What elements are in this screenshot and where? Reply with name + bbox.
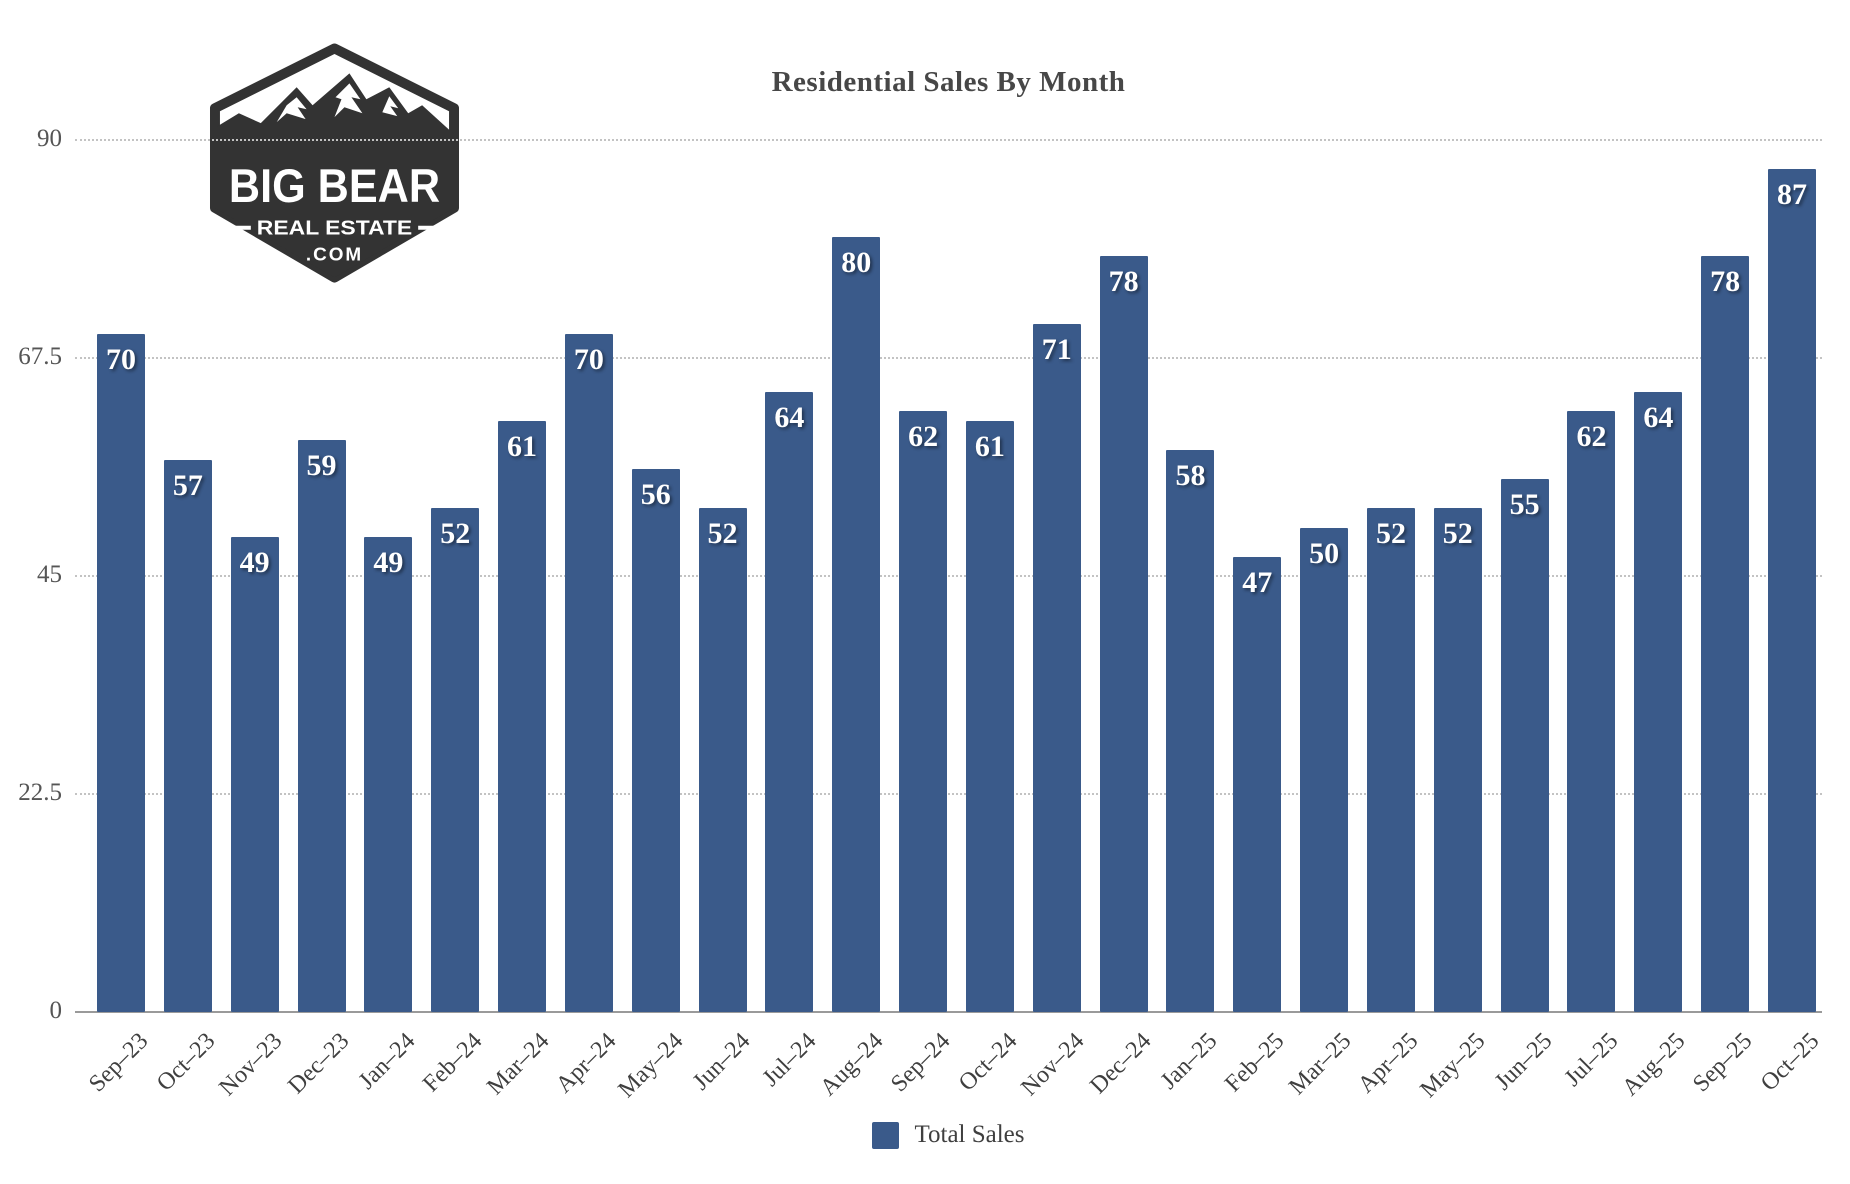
bar-value-label: 59 [306, 449, 337, 483]
bar: 80 [832, 236, 881, 1012]
gridline [75, 357, 1822, 359]
bar-value-label: 49 [239, 546, 270, 580]
bar: 50 [1300, 527, 1349, 1012]
bar: 52 [1366, 508, 1415, 1012]
bar-value-label: 64 [1643, 400, 1674, 434]
bar: 52 [698, 508, 747, 1012]
logo-subtitle: REAL ESTATE [257, 218, 412, 240]
bar: 56 [631, 469, 680, 1012]
bar-value-label: 50 [1309, 536, 1340, 570]
bar: 64 [765, 391, 814, 1012]
bar: 64 [1634, 391, 1683, 1012]
bar: 57 [163, 459, 212, 1012]
bar-value-label: 70 [106, 342, 136, 376]
bar-value-label: 55 [1509, 488, 1540, 522]
logo-domain: .COM [306, 245, 363, 266]
y-tick-label: 67.5 [18, 343, 62, 370]
bar-value-label: 56 [640, 478, 671, 512]
bar: 55 [1500, 479, 1549, 1012]
bar: 49 [364, 537, 413, 1012]
big-bear-real-estate-logo: BIG BEAR REAL ESTATE .COM [209, 43, 460, 283]
legend-swatch [872, 1121, 900, 1149]
y-tick-label: 90 [37, 125, 62, 152]
gridline [75, 575, 1822, 577]
bar: 62 [1567, 411, 1616, 1012]
bar-value-label: 58 [1175, 459, 1206, 493]
y-tick-label: 0 [49, 997, 63, 1024]
bar: 52 [1433, 508, 1482, 1012]
bar-value-label: 49 [373, 546, 404, 580]
mountain-icon [214, 73, 455, 278]
gridline [75, 793, 1822, 795]
bar-value-label: 64 [774, 400, 805, 434]
bar-value-label: 52 [1375, 517, 1406, 551]
bar: 78 [1701, 256, 1750, 1012]
x-axis-line [75, 1011, 1822, 1013]
bar-value-label: 61 [507, 429, 538, 463]
legend: Total Sales [75, 1118, 1822, 1152]
bar-value-label: 78 [1108, 265, 1139, 299]
bar-value-label: 52 [440, 517, 471, 551]
y-tick-label: 22.5 [18, 779, 62, 806]
bar: 47 [1233, 556, 1282, 1012]
logo-title: BIG BEAR [229, 160, 440, 212]
bar: 61 [965, 420, 1014, 1012]
bar-value-label: 52 [1442, 517, 1473, 551]
bar: 62 [899, 411, 948, 1012]
bar-value-label: 80 [841, 245, 872, 279]
bar-value-label: 70 [573, 342, 604, 376]
bar-value-label: 62 [1576, 420, 1607, 454]
bar: 61 [498, 420, 547, 1012]
bar: 49 [230, 537, 279, 1012]
bar: 70 [97, 333, 145, 1012]
bar: 52 [431, 508, 480, 1012]
gridline [75, 139, 1822, 141]
y-tick-label: 45 [37, 561, 62, 588]
bar: 71 [1032, 324, 1081, 1012]
bar-value-label: 78 [1710, 265, 1741, 299]
bar: 78 [1099, 256, 1148, 1012]
bar: 70 [564, 333, 613, 1012]
bar: 58 [1166, 450, 1215, 1012]
bar-value-label: 57 [172, 468, 203, 502]
bar-value-label: 62 [908, 420, 939, 454]
bar: 87 [1768, 169, 1816, 1012]
legend-label: Total Sales [914, 1121, 1025, 1148]
bar-value-label: 47 [1242, 565, 1273, 599]
bar-value-label: 61 [974, 429, 1005, 463]
bar-value-label: 87 [1777, 178, 1807, 212]
bar: 59 [297, 440, 346, 1012]
bar-value-label: 71 [1041, 333, 1072, 367]
bar-value-label: 52 [707, 517, 738, 551]
chart-title: Residential Sales By Month [771, 66, 1126, 98]
